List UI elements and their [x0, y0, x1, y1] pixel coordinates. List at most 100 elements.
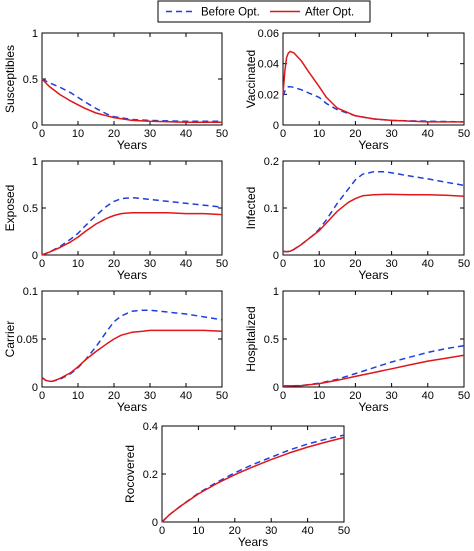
y-axis-label: Infected [244, 187, 258, 230]
x-tick-label: 50 [458, 258, 470, 270]
series-line-before-opt [41, 196, 223, 256]
x-tick-label: 10 [72, 390, 84, 402]
y-tick-label: 0.5 [23, 74, 38, 86]
y-axis-label: Carrier [3, 321, 17, 358]
x-tick-label: 40 [422, 390, 434, 402]
y-tick-label: 0.4 [143, 421, 158, 433]
y-tick-label: 0.05 [17, 334, 38, 346]
x-tick-label: 50 [338, 525, 350, 537]
y-axis-label: Vaccinated [244, 50, 258, 108]
y-tick-label: 0.04 [258, 59, 279, 71]
y-tick-label: 1 [32, 28, 38, 40]
x-axis-label: Years [358, 268, 388, 282]
y-tick-label: 0.02 [258, 89, 279, 101]
y-tick-label: 0 [32, 250, 38, 262]
y-tick-label: 0 [32, 382, 38, 394]
x-tick-label: 10 [313, 128, 325, 140]
x-axis-label: Years [117, 400, 147, 414]
x-tick-label: 20 [108, 258, 120, 270]
x-tick-label: 30 [144, 258, 156, 270]
y-tick-label: 0 [152, 517, 158, 529]
x-tick-label: 50 [458, 390, 470, 402]
x-tick-label: 0 [159, 525, 165, 537]
y-tick-label: 0.1 [264, 203, 279, 215]
x-tick-label: 50 [458, 128, 470, 140]
x-tick-label: 40 [422, 128, 434, 140]
subplot-hospitalized: 0 10 20 30 40 50 0 0.5 1 Years Hospitalized [244, 286, 470, 414]
x-tick-label: 40 [301, 525, 313, 537]
x-tick-label: 30 [144, 128, 156, 140]
x-tick-label: 40 [180, 258, 192, 270]
subplot-infected: 0 10 20 30 40 50 0 0.1 0.2 Years Infected [244, 156, 470, 282]
x-tick-label: 10 [313, 390, 325, 402]
series-line-before-opt [282, 171, 465, 253]
axes-frame [282, 160, 465, 256]
y-tick-label: 0 [273, 120, 279, 132]
y-tick-label: 0.2 [264, 156, 279, 168]
x-tick-label: 10 [313, 258, 325, 270]
x-tick-label: 30 [385, 128, 397, 140]
axes-frame [41, 290, 223, 388]
y-tick-label: 0.5 [23, 203, 38, 215]
x-tick-label: 20 [349, 128, 361, 140]
legend-label-before: Before Opt. [201, 7, 260, 19]
subplot-carrier: 0 10 20 30 40 50 0 0.05 0.1 Years Carrier [3, 286, 228, 414]
series-line-before-opt [161, 434, 345, 523]
x-tick-label: 20 [349, 390, 361, 402]
x-axis-label: Years [358, 138, 388, 152]
x-tick-label: 50 [216, 258, 228, 270]
series-line-after-opt [41, 211, 223, 256]
y-tick-label: 0.5 [264, 334, 279, 346]
x-axis-label: Years [238, 535, 268, 549]
y-axis-label: Exposed [3, 185, 17, 232]
x-tick-label: 0 [39, 128, 45, 140]
x-axis-label: Years [117, 138, 147, 152]
x-tick-label: 30 [385, 258, 397, 270]
x-tick-label: 0 [39, 390, 45, 402]
y-tick-label: 1 [273, 286, 279, 298]
series-line-after-opt [41, 329, 223, 382]
x-tick-label: 50 [216, 390, 228, 402]
x-tick-label: 10 [72, 128, 84, 140]
y-tick-label: 0 [273, 250, 279, 262]
x-tick-label: 0 [280, 128, 286, 140]
x-tick-label: 0 [280, 258, 286, 270]
x-tick-label: 20 [108, 390, 120, 402]
y-tick-label: 0.1 [23, 286, 38, 298]
x-tick-label: 30 [265, 525, 277, 537]
axes-frame [41, 32, 223, 126]
x-tick-label: 10 [72, 258, 84, 270]
series-line-before-opt [282, 344, 465, 387]
x-axis-label: Years [358, 400, 388, 414]
series-line-before-opt [282, 85, 465, 123]
y-tick-label: 0.2 [143, 469, 158, 481]
y-tick-label: 0 [273, 382, 279, 394]
x-tick-label: 40 [180, 128, 192, 140]
y-tick-label: 1 [32, 156, 38, 168]
x-tick-label: 20 [108, 128, 120, 140]
y-tick-label: 0.06 [258, 28, 279, 40]
axes-frame [282, 32, 465, 126]
series-line-after-opt [41, 78, 222, 123]
x-tick-label: 30 [385, 390, 397, 402]
y-axis-label: Hospitalized [244, 306, 258, 371]
x-tick-label: 40 [422, 258, 434, 270]
subplot-vaccinated: 0 10 20 30 40 50 0 0.02 0.04 0.06 Years Vaccinated [244, 28, 470, 152]
axes-frame [161, 425, 345, 523]
x-tick-label: 10 [192, 525, 204, 537]
y-tick-label: 0 [32, 120, 38, 132]
x-axis-label: Years [117, 268, 147, 282]
series-line-before-opt [41, 309, 223, 382]
x-tick-label: 0 [39, 258, 45, 270]
subplot-susceptibles: 0 10 20 30 40 50 0 0.5 1 Years Susceptibles [3, 28, 228, 152]
series-line-after-opt [282, 50, 464, 123]
legend-label-after: After Opt. [305, 7, 354, 19]
series-line-after-opt [161, 436, 345, 523]
y-axis-label: Rocovered [123, 445, 137, 503]
series-line-before-opt [41, 78, 222, 123]
x-tick-label: 20 [229, 525, 241, 537]
x-tick-label: 20 [349, 258, 361, 270]
series-line-after-opt [282, 354, 465, 387]
